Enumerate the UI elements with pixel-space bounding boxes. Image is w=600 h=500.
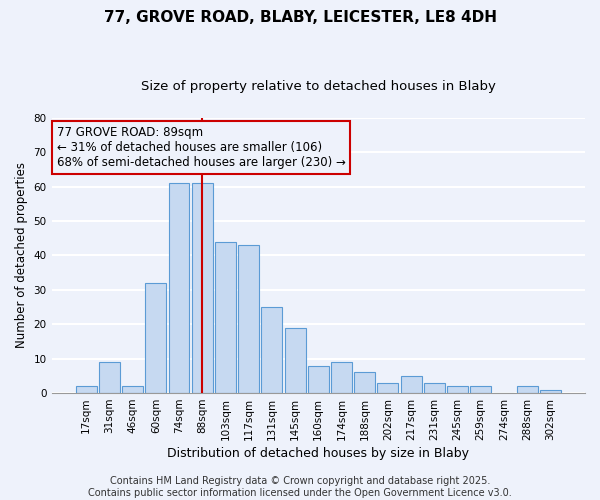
- Bar: [284, 328, 305, 393]
- Text: 77 GROVE ROAD: 89sqm
← 31% of detached houses are smaller (106)
68% of semi-deta: 77 GROVE ROAD: 89sqm ← 31% of detached h…: [57, 126, 346, 169]
- Text: 77, GROVE ROAD, BLABY, LEICESTER, LE8 4DH: 77, GROVE ROAD, BLABY, LEICESTER, LE8 4D…: [104, 10, 497, 25]
- Bar: [262, 307, 283, 393]
- Bar: [331, 362, 352, 393]
- Bar: [354, 372, 375, 393]
- Bar: [424, 382, 445, 393]
- Bar: [238, 245, 259, 393]
- Bar: [99, 362, 120, 393]
- Bar: [401, 376, 422, 393]
- Bar: [192, 183, 212, 393]
- Bar: [447, 386, 468, 393]
- Bar: [169, 183, 190, 393]
- Bar: [76, 386, 97, 393]
- Bar: [470, 386, 491, 393]
- Bar: [540, 390, 561, 393]
- Text: Contains HM Land Registry data © Crown copyright and database right 2025.
Contai: Contains HM Land Registry data © Crown c…: [88, 476, 512, 498]
- Bar: [145, 283, 166, 393]
- Bar: [377, 382, 398, 393]
- Bar: [215, 242, 236, 393]
- Bar: [122, 386, 143, 393]
- Bar: [308, 366, 329, 393]
- X-axis label: Distribution of detached houses by size in Blaby: Distribution of detached houses by size …: [167, 447, 469, 460]
- Y-axis label: Number of detached properties: Number of detached properties: [15, 162, 28, 348]
- Bar: [517, 386, 538, 393]
- Title: Size of property relative to detached houses in Blaby: Size of property relative to detached ho…: [141, 80, 496, 93]
